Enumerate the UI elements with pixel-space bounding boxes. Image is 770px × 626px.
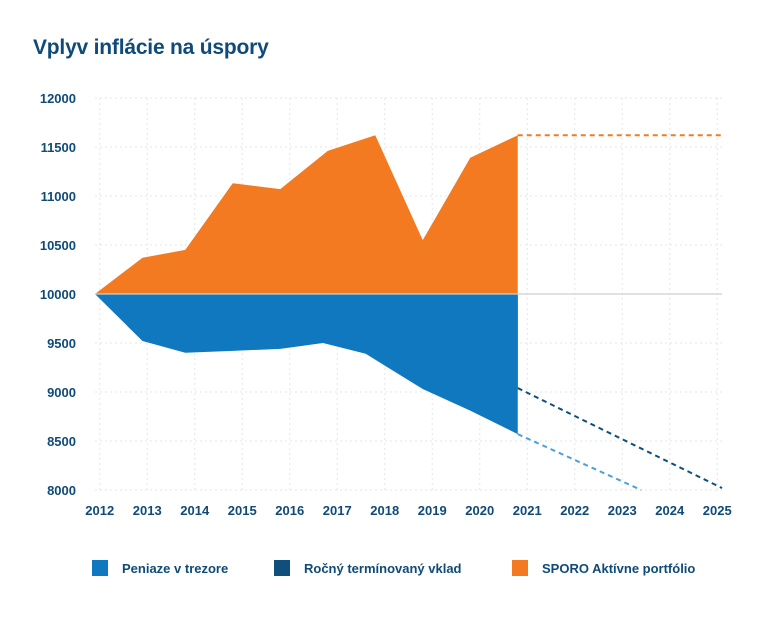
legend-label-sporo: SPORO Aktívne portfólio xyxy=(542,560,696,576)
x-tick-label-2019: 2019 xyxy=(418,503,447,518)
projection-peniaze xyxy=(517,433,642,491)
legend-item-vklad: Ročný termínovaný vklad xyxy=(274,560,462,576)
x-tick-label-2021: 2021 xyxy=(513,503,542,518)
y-tick-label-11500: 11500 xyxy=(41,140,76,155)
chart-title: Vplyv inflácie na úspory xyxy=(33,36,269,59)
legend-swatch-peniaze xyxy=(92,560,108,576)
chart-area: 8000 8500 9000 9500 10000 10500 11000 11500 1200… xyxy=(40,91,732,518)
legend-item-sporo: SPORO Aktívne portfólio xyxy=(512,560,695,576)
projection-vklad xyxy=(517,387,723,489)
x-tick-label-2018: 2018 xyxy=(370,503,399,518)
legend-item-peniaze: Peniaze v trezore xyxy=(92,560,228,576)
legend-swatch-vklad xyxy=(274,560,290,576)
x-tick-label-2014: 2014 xyxy=(180,503,210,518)
x-tick-label-2017: 2017 xyxy=(323,503,352,518)
x-tick-label-2013: 2013 xyxy=(133,503,162,518)
x-tick-label-2022: 2022 xyxy=(560,503,589,518)
y-tick-label-9000: 9000 xyxy=(47,385,76,400)
y-tick-label-10000: 10000 xyxy=(40,287,76,302)
y-tick-label-8000: 8000 xyxy=(47,483,76,498)
legend-swatch-sporo xyxy=(512,560,528,576)
x-tick-label-2015: 2015 xyxy=(228,503,257,518)
area-sporo-aktivne-portfolio xyxy=(95,135,518,294)
x-tick-label-2024: 2024 xyxy=(655,503,685,518)
legend: Peniaze v trezore Ročný termínovaný vkla… xyxy=(0,560,770,584)
legend-label-peniaze: Peniaze v trezore xyxy=(122,560,229,576)
x-tick-label-2025: 2025 xyxy=(703,503,732,518)
x-tick-label-2020: 2020 xyxy=(465,503,494,518)
y-tick-label-12000: 12000 xyxy=(40,91,76,106)
y-tick-label-11000: 11000 xyxy=(41,189,76,204)
y-tick-label-10500: 10500 xyxy=(40,238,76,253)
x-tick-label-2016: 2016 xyxy=(275,503,304,518)
area-peniaze-v-trezore xyxy=(95,294,518,435)
y-tick-label-9500: 9500 xyxy=(47,336,76,351)
legend-label-vklad: Ročný termínovaný vklad xyxy=(304,560,462,576)
x-tick-label-2012: 2012 xyxy=(85,503,114,518)
y-tick-label-8500: 8500 xyxy=(47,434,76,449)
x-tick-label-2023: 2023 xyxy=(608,503,637,518)
